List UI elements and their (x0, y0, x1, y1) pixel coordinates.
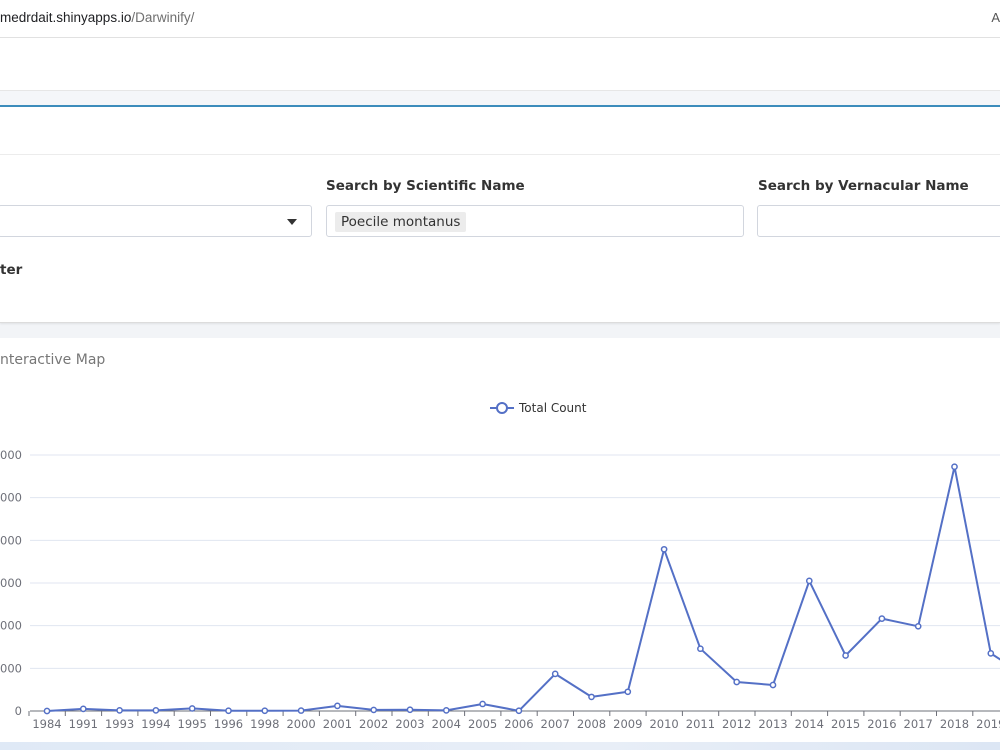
line-chart: 0 ,000 ,000 ,000 ,000 ,000 ,000 1984 1991 1993 199… (0, 401, 1000, 731)
data-point[interactable] (951, 463, 958, 471)
url-text[interactable]: medrdait.shinyapps.io/Darwinify/ (0, 10, 194, 25)
scientific-name-chip[interactable]: Poecile montanus (335, 212, 467, 232)
data-point[interactable] (878, 615, 886, 622)
x-tick-label: 2018 (940, 717, 969, 731)
url-path: /Darwinify/ (131, 10, 195, 25)
y-tick-label: ,000 (0, 448, 22, 462)
scientific-name-label: Search by Scientific Name (326, 178, 525, 194)
x-tick-label: 2002 (359, 717, 388, 731)
x-tick-label: 1984 (32, 717, 61, 731)
x-tick-label: 2005 (468, 717, 497, 731)
data-point[interactable] (697, 645, 704, 653)
data-point[interactable] (551, 670, 559, 678)
chart-card: nteractive Map 0 ,000 ,000 ,000 ,000 ,000 ,000… (0, 338, 1000, 750)
x-tick-label: 2015 (831, 717, 860, 731)
x-tick-label: 2009 (613, 717, 642, 731)
data-point[interactable] (479, 700, 486, 708)
data-point[interactable] (152, 707, 160, 714)
chart-legend[interactable]: Total Count (490, 401, 587, 415)
chevron-down-icon[interactable] (287, 219, 297, 225)
filter-label-partial: ter (0, 262, 23, 278)
data-point[interactable] (987, 650, 995, 657)
data-point[interactable] (660, 545, 668, 553)
x-tick-label: 2011 (686, 717, 715, 731)
y-tick-label: ,000 (0, 619, 22, 633)
card-accent-line (0, 105, 1000, 107)
x-tick-label: 1994 (141, 717, 170, 731)
x-tick-label: 2016 (867, 717, 896, 731)
data-point[interactable] (733, 678, 741, 686)
data-point[interactable] (43, 707, 51, 715)
dataset-select[interactable] (0, 205, 312, 237)
tab-interactive-map[interactable]: nteractive Map (0, 352, 106, 368)
data-point[interactable] (914, 622, 922, 630)
url-host: medrdait.shinyapps.io (0, 10, 132, 25)
x-tick-label: 2013 (758, 717, 787, 731)
series-line-total-count (46, 465, 1000, 712)
x-tick-label: 1995 (178, 717, 207, 731)
x-tick-label: 1998 (250, 717, 279, 731)
x-tick-label: 2006 (504, 717, 533, 731)
data-point[interactable] (370, 706, 378, 714)
data-point[interactable] (79, 705, 87, 713)
data-point[interactable] (261, 707, 269, 715)
x-tick-label: 2010 (649, 717, 678, 731)
x-tick-label: 2008 (577, 717, 606, 731)
filters-card: Search by Scientific Name Poecile montan… (0, 107, 1000, 323)
data-point[interactable] (515, 707, 523, 715)
x-tick-label: 1996 (214, 717, 243, 731)
data-point[interactable] (406, 706, 414, 714)
x-tick-label: 2014 (795, 717, 824, 731)
x-tick-label: 2001 (323, 717, 352, 731)
app-header (0, 38, 1000, 91)
data-point[interactable] (188, 705, 196, 712)
x-tick-label: 1991 (69, 717, 98, 731)
taskbar-strip (0, 742, 1000, 750)
vernacular-name-input[interactable] (757, 205, 1000, 237)
x-tick-label: 2000 (286, 717, 315, 731)
x-tick-label: 2019 (976, 717, 1000, 731)
x-tick-label: 2007 (541, 717, 570, 731)
x-tick-label: 2012 (722, 717, 751, 731)
read-aloud-icon[interactable]: A (991, 10, 1000, 25)
x-tick-label: 1993 (105, 717, 134, 731)
y-tick-label: 0 (15, 704, 22, 718)
y-tick-label: ,000 (0, 491, 22, 505)
legend-label-total-count: Total Count (518, 401, 587, 415)
x-tick-label: 2004 (432, 717, 461, 731)
y-tick-label: ,000 (0, 533, 22, 547)
legend-marker (496, 402, 508, 414)
data-point[interactable] (624, 688, 632, 696)
data-point[interactable] (769, 681, 777, 689)
x-tick-label: 2003 (395, 717, 424, 731)
data-point[interactable] (116, 707, 123, 714)
data-point[interactable] (297, 707, 305, 714)
data-point[interactable] (334, 702, 341, 710)
header-subbar (0, 91, 1000, 105)
x-tick-label: 2017 (904, 717, 933, 731)
data-point[interactable] (588, 693, 595, 701)
filters-card-header (0, 107, 1000, 155)
browser-address-bar[interactable]: medrdait.shinyapps.io/Darwinify/ A (0, 0, 1000, 38)
vernacular-name-label: Search by Vernacular Name (758, 178, 969, 194)
data-point[interactable] (442, 707, 450, 714)
data-point[interactable] (225, 707, 232, 715)
scientific-name-input[interactable]: Poecile montanus (326, 205, 744, 237)
data-point[interactable] (805, 577, 813, 585)
y-tick-label: ,000 (0, 576, 22, 590)
data-point[interactable] (842, 652, 849, 659)
y-tick-label: ,000 (0, 661, 22, 675)
